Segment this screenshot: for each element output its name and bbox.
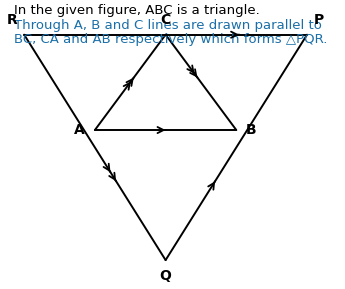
- Text: R: R: [7, 13, 18, 27]
- Text: A: A: [74, 123, 85, 137]
- Text: C: C: [160, 13, 171, 27]
- Text: Q: Q: [160, 269, 171, 283]
- Text: B: B: [246, 123, 256, 137]
- Text: BC, CA and AB respectively which forms △PQR.: BC, CA and AB respectively which forms △…: [14, 33, 327, 46]
- Text: Through A, B and C lines are drawn parallel to: Through A, B and C lines are drawn paral…: [14, 19, 322, 32]
- Text: P: P: [314, 13, 324, 27]
- Text: In the given figure, ABC is a triangle.: In the given figure, ABC is a triangle.: [14, 4, 259, 17]
